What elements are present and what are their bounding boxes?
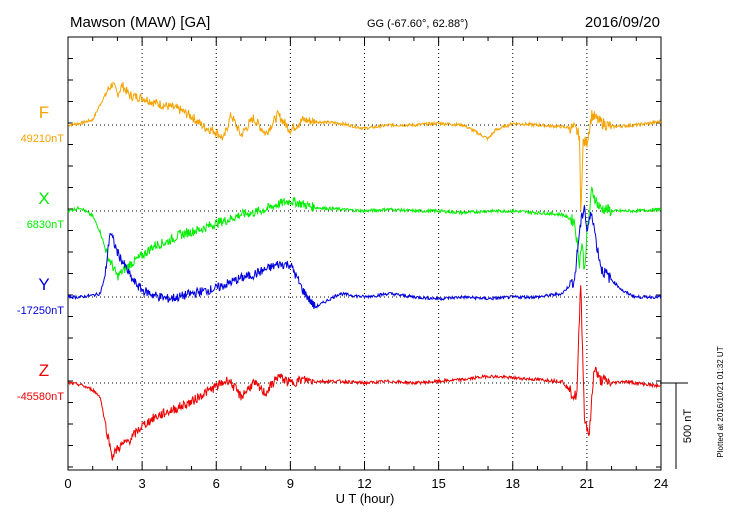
panel-labels: F 49210nT X 6830nT Y -17250nT Z -45580nT bbox=[17, 103, 64, 403]
x-tick-label: 24 bbox=[654, 476, 668, 491]
series-baseline-f: 49210nT bbox=[21, 133, 65, 145]
series-name-f: F bbox=[39, 103, 49, 122]
station-title: Mawson (MAW) [GA] bbox=[70, 14, 210, 31]
x-tick-label: 12 bbox=[357, 476, 371, 491]
series-name-y: Y bbox=[38, 275, 49, 294]
axis-ticks bbox=[67, 36, 662, 470]
series-line-x bbox=[67, 186, 662, 281]
series-line-f bbox=[67, 81, 662, 211]
x-axis-label: U T (hour) bbox=[336, 491, 395, 506]
x-tick-labels: 0 3 6 9 12 15 18 21 24 bbox=[64, 476, 668, 491]
series-baseline-x: 6830nT bbox=[27, 219, 65, 231]
x-tick-label: 6 bbox=[213, 476, 220, 491]
plotted-at-note: Plotted at 2016/10/21 01:32 UT bbox=[716, 346, 725, 457]
series-baseline-y: -17250nT bbox=[17, 305, 64, 317]
scale-bar: 500 nT bbox=[661, 382, 694, 469]
scale-bar-label: 500 nT bbox=[682, 409, 694, 444]
x-tick-label: 3 bbox=[139, 476, 146, 491]
x-tick-label: 15 bbox=[431, 476, 445, 491]
x-tick-label: 0 bbox=[64, 476, 71, 491]
series-line-y bbox=[67, 205, 662, 309]
series-line-z bbox=[67, 285, 662, 461]
series-name-z: Z bbox=[39, 361, 49, 380]
series-baseline-z: -45580nT bbox=[17, 391, 64, 403]
station-coords: GG (-67.60°, 62.88°) bbox=[367, 18, 468, 30]
series-name-x: X bbox=[38, 189, 49, 208]
x-tick-label: 18 bbox=[506, 476, 520, 491]
x-tick-label: 9 bbox=[287, 476, 294, 491]
x-tick-label: 21 bbox=[580, 476, 594, 491]
plot-date: 2016/09/20 bbox=[585, 14, 660, 31]
series-layer bbox=[67, 81, 662, 461]
